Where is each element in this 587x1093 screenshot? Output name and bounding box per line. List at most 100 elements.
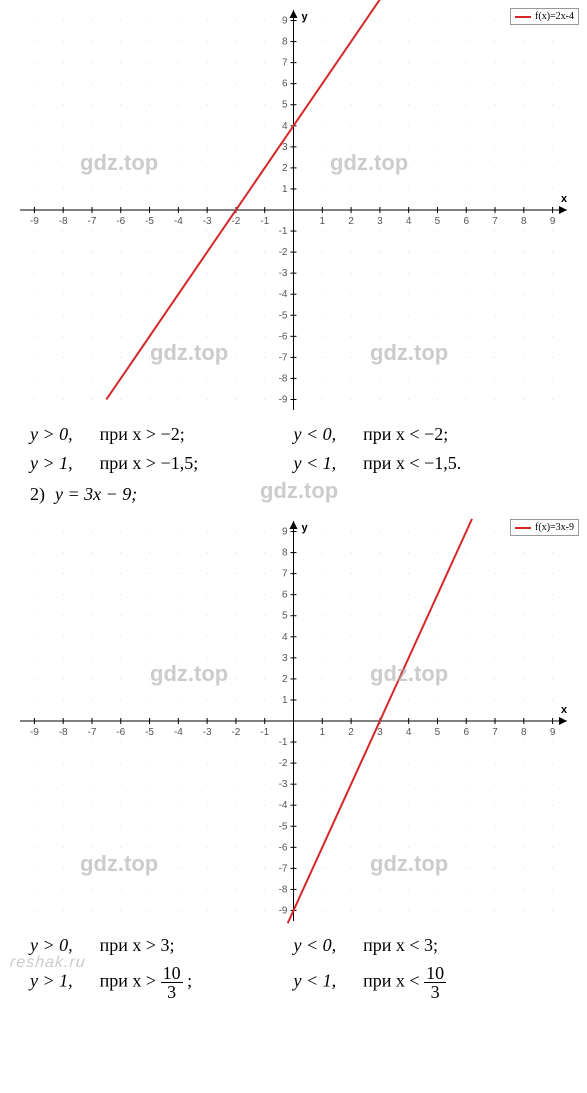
svg-text:-4: -4 [279,289,288,300]
svg-text:-1: -1 [260,216,269,227]
svg-text:-6: -6 [116,727,125,738]
svg-text:8: 8 [282,37,288,48]
svg-text:-9: -9 [279,905,288,916]
ans-text: при x > −1,5; [100,453,199,473]
svg-text:-2: -2 [279,758,288,769]
svg-text:-5: -5 [145,727,154,738]
ans-text: y < 1, [294,453,337,473]
legend-label: f(x)=2x-4 [535,11,574,22]
ans-text: y > 1, [30,453,73,473]
chart-2-legend: f(x)=3x-9 [510,519,579,536]
ans-text: y < 1, [294,971,337,991]
svg-text:-7: -7 [279,863,288,874]
svg-text:-6: -6 [116,216,125,227]
svg-text:7: 7 [282,58,288,69]
ans-cell: y > 1, при x > −1,5; [30,453,294,474]
svg-text:2: 2 [348,727,354,738]
svg-text:-7: -7 [279,352,288,363]
svg-text:9: 9 [282,16,288,27]
frac-num: 10 [161,964,183,983]
svg-text:9: 9 [550,727,556,738]
reshak-watermark: reshak.ru [9,954,86,972]
svg-text:-3: -3 [203,727,212,738]
svg-text:3: 3 [282,653,288,664]
svg-text:-1: -1 [279,737,288,748]
svg-text:-7: -7 [88,216,97,227]
svg-text:-2: -2 [231,216,240,227]
ans-text: y > 0, [30,935,73,955]
svg-text:-2: -2 [279,247,288,258]
ans-cell: y > 0, при x > 3; [30,935,294,956]
svg-text:x: x [561,704,568,716]
svg-text:-5: -5 [279,310,288,321]
svg-text:9: 9 [550,216,556,227]
svg-text:4: 4 [282,121,288,132]
svg-text:8: 8 [521,216,527,227]
svg-text:-3: -3 [279,779,288,790]
legend-line-icon [515,527,531,529]
fraction: 10 3 [424,964,446,1001]
legend-label: f(x)=3x-9 [535,522,574,533]
problem-equation: y = 3x − 9; [55,484,137,505]
ans-cell: y < 0, при x < −2; [294,424,558,445]
svg-text:x: x [561,193,568,205]
ans-text: ; [187,971,192,991]
svg-text:7: 7 [492,727,498,738]
problem-number: 2) [30,484,45,505]
ans-cell: y < 1, при x < 10 3 [294,964,558,1001]
ans-text: y > 1, [30,971,73,991]
svg-text:-1: -1 [260,727,269,738]
svg-text:8: 8 [282,548,288,559]
ans-text: y > 0, [30,424,73,444]
svg-text:-9: -9 [30,216,39,227]
ans-text: y < 0, [294,935,337,955]
ans-text: при x < 3; [363,935,438,955]
svg-text:-9: -9 [279,394,288,405]
svg-text:-6: -6 [279,842,288,853]
svg-text:3: 3 [377,727,383,738]
svg-text:4: 4 [406,216,412,227]
ans-text: при x < [363,971,424,991]
svg-text:5: 5 [435,216,441,227]
svg-text:6: 6 [282,79,288,90]
answers-2-row-2: reshak.ru y > 1, при x > 10 3 ; y < 1, п… [0,960,587,1005]
chart-1: -9-8-7-6-5-4-3-2-1123456789-9-8-7-6-5-4-… [0,0,587,420]
svg-text:6: 6 [282,590,288,601]
answers-1-row-2: y > 1, при x > −1,5; y < 1, при x < −1,5… [0,449,587,478]
svg-text:-4: -4 [174,216,183,227]
frac-den: 3 [161,983,183,1001]
svg-text:-5: -5 [279,821,288,832]
svg-text:-8: -8 [279,884,288,895]
problem-2-line: 2) y = 3x − 9; gdz.top [0,478,587,511]
svg-text:3: 3 [377,216,383,227]
svg-text:-8: -8 [59,216,68,227]
svg-text:-9: -9 [30,727,39,738]
ans-text: при x < −2; [363,424,448,444]
svg-text:y: y [302,11,309,23]
svg-text:5: 5 [282,100,288,111]
svg-text:9: 9 [282,527,288,538]
svg-text:4: 4 [406,727,412,738]
svg-text:8: 8 [521,727,527,738]
svg-text:-7: -7 [88,727,97,738]
ans-cell: y < 0, при x < 3; [294,935,558,956]
chart-2: -9-8-7-6-5-4-3-2-1123456789-9-8-7-6-5-4-… [0,511,587,931]
svg-text:6: 6 [463,727,469,738]
svg-text:3: 3 [282,142,288,153]
svg-text:7: 7 [492,216,498,227]
ans-text: при x > 3; [100,935,175,955]
chart-1-wrapper: -9-8-7-6-5-4-3-2-1123456789-9-8-7-6-5-4-… [0,0,587,420]
svg-text:-6: -6 [279,331,288,342]
svg-text:5: 5 [435,727,441,738]
svg-text:1: 1 [282,184,288,195]
svg-text:2: 2 [282,674,288,685]
svg-text:y: y [302,522,309,534]
svg-text:-4: -4 [174,727,183,738]
ans-cell: y < 1, при x < −1,5. [294,453,558,474]
svg-text:-8: -8 [59,727,68,738]
frac-num: 10 [424,964,446,983]
svg-text:6: 6 [463,216,469,227]
ans-text: при x > [100,971,161,991]
svg-text:-4: -4 [279,800,288,811]
ans-text: при x > −2; [100,424,185,444]
